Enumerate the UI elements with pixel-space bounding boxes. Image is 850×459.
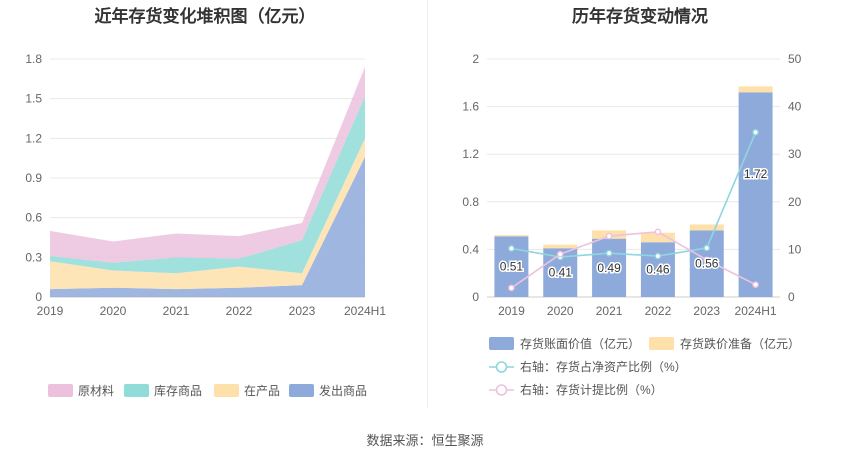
left-legend-label-库存商品: 库存商品	[154, 383, 202, 398]
left-y-tick-label: 0.3	[25, 250, 42, 264]
right-x-tick-label: 2024H1	[735, 304, 777, 318]
left-legend-label-在产品: 在产品	[244, 384, 280, 398]
left-legend-swatch-原材料	[48, 384, 73, 397]
line-point	[508, 284, 515, 292]
left-x-tick-label: 2023	[289, 304, 316, 318]
bar-impairment	[738, 86, 773, 93]
data-source: 数据来源：恒生聚源	[366, 433, 484, 448]
bar-impairment	[640, 232, 675, 243]
bar-impairment	[543, 244, 578, 249]
right-y-tick-label: 0.4	[462, 242, 479, 256]
right-legend-label-book-value: 存货账面价值（亿元）	[520, 336, 640, 351]
right-legend-marker-0	[495, 361, 508, 373]
left-legend-swatch-发出商品	[289, 384, 314, 397]
right-y-tick-label: 2	[472, 52, 479, 66]
left-y-tick-label: 0	[35, 290, 42, 304]
right-y2-tick-label: 50	[788, 52, 802, 66]
bar-book-value	[689, 230, 724, 297]
right-legend-label-1: 右轴：存货计提比例（%）	[520, 382, 663, 397]
left-x-tick-label: 2020	[100, 304, 127, 318]
line-point	[508, 245, 515, 252]
bar-impairment	[494, 235, 529, 237]
line-series-右轴：存货计提比例（%）	[510, 230, 756, 289]
bar-book-value	[738, 92, 773, 297]
left-x-tick-label: 2021	[163, 304, 190, 318]
area-series-在产品	[50, 138, 365, 290]
left-x-tick-label: 2024H1	[344, 304, 386, 318]
bar-data-label: 0.41	[549, 266, 573, 280]
left-legend-label-原材料: 原材料	[78, 384, 114, 398]
right-y-tick-label: 1.2	[462, 147, 479, 161]
line-point	[703, 256, 711, 264]
left-chart-title: 近年存货变化堆积图（亿元）	[94, 7, 316, 26]
right-y2-tick-label: 0	[788, 290, 795, 304]
left-y-tick-label: 0.9	[25, 171, 42, 185]
right-y2-tick-label: 40	[788, 100, 802, 114]
line-series-右轴：存货占净资产比例（%）	[511, 131, 757, 258]
line-point	[605, 249, 613, 257]
line-point	[703, 244, 711, 252]
right-legend-label-impairment: 存货跌价准备（亿元）	[680, 336, 800, 351]
left-y-tick-label: 0.6	[25, 211, 42, 225]
line-point	[654, 252, 662, 260]
line-point	[556, 250, 564, 258]
right-x-tick-label: 2019	[498, 304, 525, 318]
right-y-tick-label: 0	[472, 290, 479, 304]
left-legend-swatch-库存商品	[124, 384, 149, 397]
line-point	[605, 232, 613, 240]
line-point	[654, 228, 662, 236]
bar-data-label: 1.72	[744, 167, 768, 181]
chart-divider	[427, 0, 428, 408]
left-legend-label-发出商品: 发出商品	[319, 383, 367, 398]
right-x-tick-label: 2020	[547, 304, 574, 318]
bar-data-label: 0.56	[695, 257, 719, 271]
bar-book-value	[640, 242, 675, 297]
bar-book-value	[592, 238, 627, 297]
line-point	[752, 281, 759, 288]
right-chart-title: 历年存货变动情况	[572, 7, 708, 26]
bar-impairment	[689, 224, 724, 231]
left-y-tick-label: 1.8	[25, 52, 42, 66]
bar-data-label: 0.51	[500, 260, 524, 274]
left-y-tick-label: 1.2	[25, 131, 42, 145]
right-legend-swatch-book-value	[489, 337, 514, 350]
area-series-原材料	[50, 66, 365, 263]
right-y-tick-label: 0.8	[462, 195, 479, 209]
left-legend-swatch-在产品	[214, 384, 239, 397]
right-legend-label-0: 右轴：存货占净资产比例（%）	[520, 359, 687, 374]
right-y2-tick-label: 10	[788, 242, 802, 256]
right-x-tick-label: 2022	[645, 304, 672, 318]
right-x-tick-label: 2021	[596, 304, 623, 318]
right-legend-swatch-impairment	[649, 337, 674, 350]
right-y2-tick-label: 20	[788, 195, 802, 209]
area-series-发出商品	[50, 156, 365, 297]
bar-data-label: 0.49	[597, 261, 621, 275]
left-x-tick-label: 2019	[37, 304, 64, 318]
left-x-tick-label: 2022	[226, 304, 253, 318]
left-y-tick-label: 1.5	[25, 92, 42, 106]
right-y2-tick-label: 30	[788, 147, 802, 161]
right-legend-marker-1	[495, 384, 508, 396]
bar-data-label: 0.46	[646, 263, 670, 277]
right-y-tick-label: 1.6	[462, 100, 479, 114]
line-point	[752, 129, 759, 136]
right-x-tick-label: 2023	[693, 304, 720, 318]
